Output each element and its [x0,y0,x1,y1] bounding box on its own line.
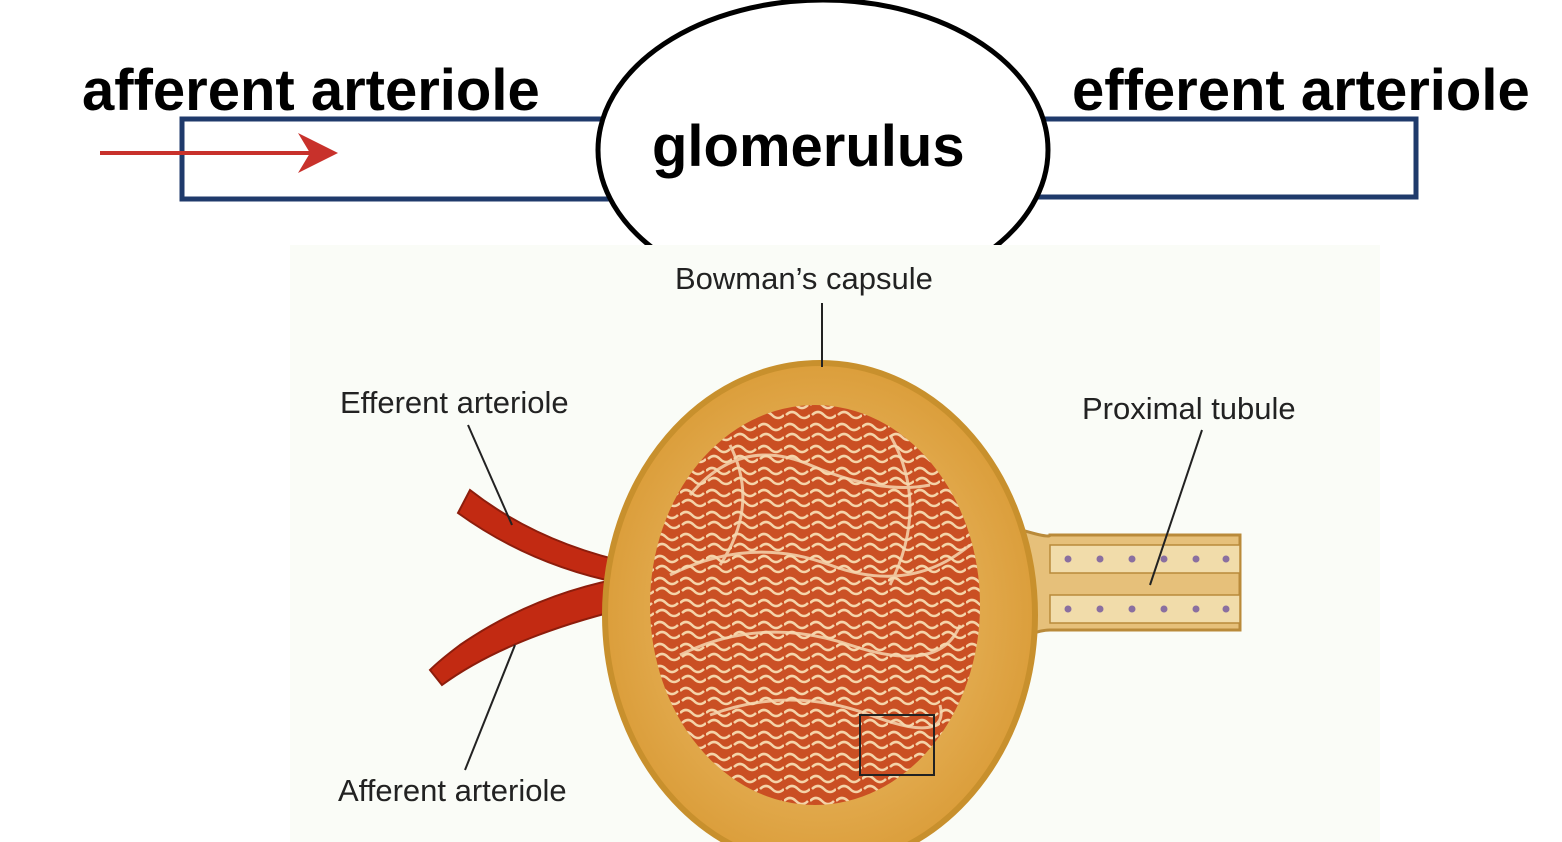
afferent-arteriole-caption: Afferent arteriole [338,773,567,809]
capillary-tuft [650,405,980,805]
proximal-tubule-label: Proximal tubule [1082,391,1296,427]
bowmans-capsule-label: Bowman’s capsule [675,261,933,297]
efferent-arteriole-caption: Efferent arteriole [340,385,569,421]
glomerulus-schematic: afferent arteriole efferent arteriole gl… [0,0,1562,245]
efferent-arteriole-label: efferent arteriole [1072,62,1530,120]
glomerulus-label: glomerulus [652,118,965,176]
efferent-vessel [1030,119,1416,197]
afferent-vessel [182,119,622,199]
afferent-arteriole-label: afferent arteriole [82,62,540,120]
renal-corpuscle-graphic [290,245,1380,842]
renal-corpuscle-illustration: Bowman’s capsule Efferent arteriole Prox… [290,245,1380,842]
